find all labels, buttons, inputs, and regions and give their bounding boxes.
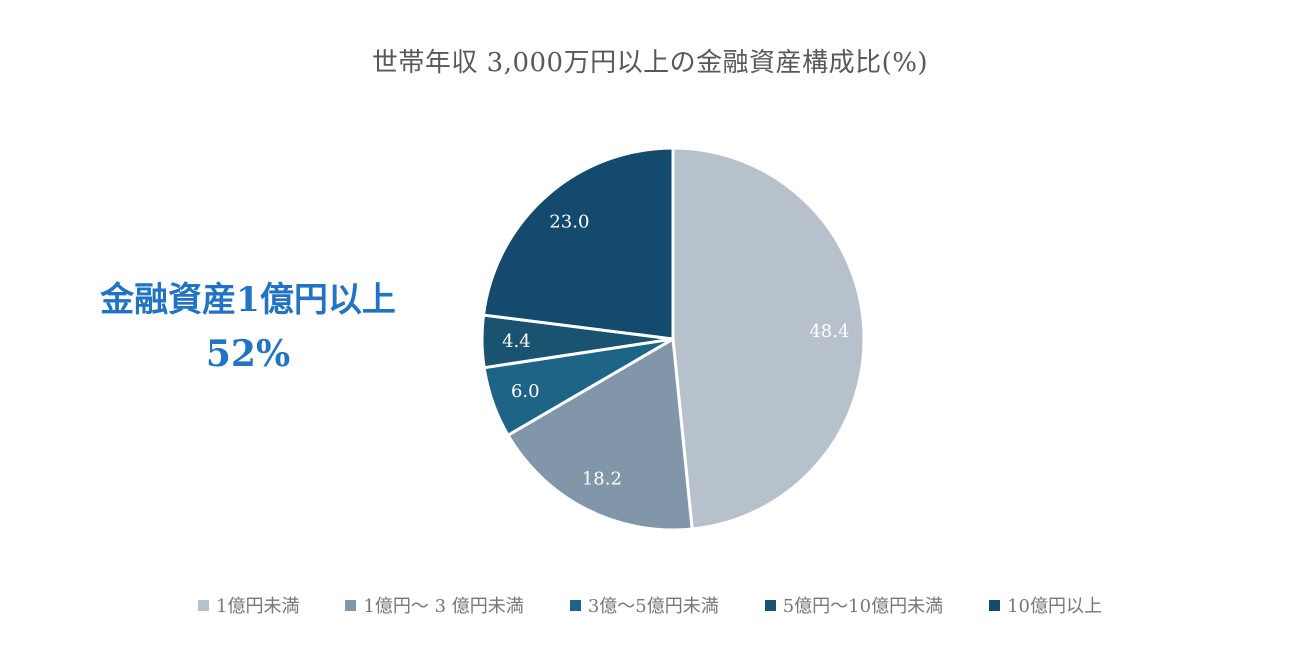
legend-item: 10億円以上 [989,592,1102,618]
pie-slice-2 [506,337,694,532]
pie-value-label: 23.0 [549,212,589,233]
pie-value-label: 48.4 [809,321,849,342]
pie-value-label: 18.2 [582,469,622,490]
annotation-value: 52% [205,333,291,376]
chart-title: 世帯年収 3,000万円以上の金融資産構成比(%) [371,48,929,78]
pie-slice-5 [482,146,675,341]
legend-swatch-icon [569,599,581,611]
annotation-text: 金融資産1億円以上 [100,280,396,320]
legend-swatch-icon [989,599,1001,611]
legend-label: 1億円～ 3 億円未満 [363,596,524,617]
legend-label: 1億円未満 [216,596,300,617]
legend-swatch-icon [764,599,776,611]
pie-value-label: 6.0 [511,381,540,402]
legend-label: 10億円以上 [1007,596,1102,617]
pie-slice-1 [671,146,866,531]
legend-item: 1億円未満 [198,592,299,618]
legend-item: 5億円～10億円未満 [764,592,944,618]
legend: 1億円未満 1億円～ 3 億円未満 3億～5億円未満 5億円～10億円未満 10億円以上 [0,592,1300,618]
legend-swatch-icon [345,599,357,611]
legend-label: 3億～5億円未満 [587,596,719,617]
legend-item: 3億～5億円未満 [569,592,719,618]
legend-item: 1億円～ 3 億円未満 [345,592,524,618]
legend-swatch-icon [198,599,209,611]
annotation: 金融資産1億円以上 52% [62,280,434,376]
pie-chart: 48.4 18.2 6.0 4.4 23.0 [480,146,866,532]
legend-label: 5億円～10億円未満 [782,596,944,617]
pie-value-label: 4.4 [502,331,531,352]
